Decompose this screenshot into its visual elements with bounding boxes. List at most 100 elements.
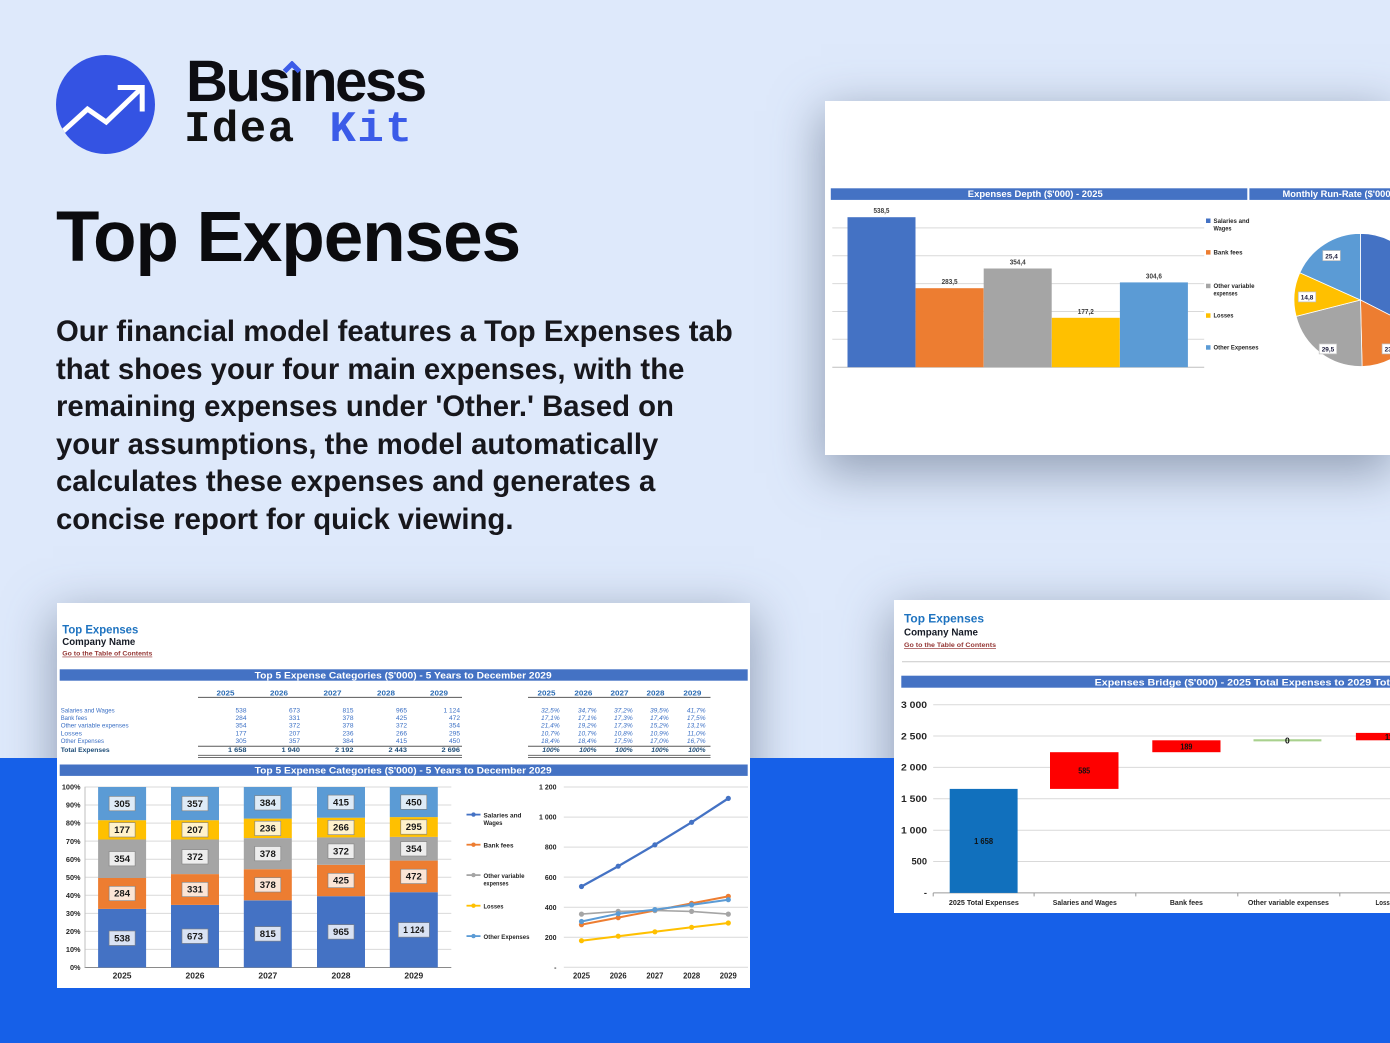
svg-text:0: 0 bbox=[1285, 735, 1290, 745]
svg-text:415: 415 bbox=[396, 738, 407, 745]
svg-text:295: 295 bbox=[449, 730, 460, 737]
svg-text:10,8%: 10,8% bbox=[614, 730, 633, 737]
svg-text:41,7%: 41,7% bbox=[687, 707, 706, 714]
svg-text:-: - bbox=[924, 888, 927, 898]
svg-text:20%: 20% bbox=[66, 927, 81, 936]
svg-text:189: 189 bbox=[1180, 741, 1192, 751]
svg-text:305: 305 bbox=[114, 799, 130, 809]
svg-text:40%: 40% bbox=[66, 891, 81, 900]
svg-text:Company Name: Company Name bbox=[904, 627, 978, 638]
svg-text:472: 472 bbox=[406, 872, 422, 882]
svg-text:673: 673 bbox=[289, 707, 300, 714]
svg-text:-: - bbox=[554, 965, 557, 972]
svg-text:100%: 100% bbox=[542, 747, 559, 754]
svg-text:60%: 60% bbox=[66, 855, 81, 864]
svg-text:284: 284 bbox=[235, 715, 246, 722]
svg-text:2026: 2026 bbox=[270, 689, 288, 698]
svg-text:305: 305 bbox=[235, 738, 246, 745]
svg-text:17,1%: 17,1% bbox=[578, 715, 597, 722]
svg-text:2027: 2027 bbox=[646, 971, 663, 980]
svg-text:Losses: Losses bbox=[484, 903, 504, 910]
svg-text:236: 236 bbox=[260, 824, 276, 834]
svg-text:Other variable expenses: Other variable expenses bbox=[61, 723, 130, 730]
svg-text:283,5: 283,5 bbox=[942, 279, 958, 286]
svg-text:2 192: 2 192 bbox=[335, 747, 354, 754]
svg-text:10,9%: 10,9% bbox=[650, 730, 669, 737]
svg-text:472: 472 bbox=[449, 715, 460, 722]
svg-text:1 124: 1 124 bbox=[443, 707, 460, 714]
svg-text:18,4%: 18,4% bbox=[578, 738, 597, 745]
svg-text:Losses: Losses bbox=[61, 730, 83, 737]
svg-text:2027: 2027 bbox=[324, 689, 342, 698]
svg-text:384: 384 bbox=[260, 798, 276, 808]
svg-text:354: 354 bbox=[114, 854, 130, 864]
svg-text:Company Name: Company Name bbox=[62, 637, 135, 648]
svg-text:Losses: Losses bbox=[1376, 900, 1390, 907]
svg-text:17,3%: 17,3% bbox=[614, 723, 633, 730]
svg-text:Go to the Table of Contents: Go to the Table of Contents bbox=[62, 651, 152, 658]
svg-text:177,2: 177,2 bbox=[1078, 309, 1094, 316]
svg-text:10%: 10% bbox=[66, 945, 81, 954]
svg-text:1 658: 1 658 bbox=[228, 747, 247, 754]
svg-text:177: 177 bbox=[235, 730, 246, 737]
svg-text:100%: 100% bbox=[62, 783, 81, 792]
svg-text:354: 354 bbox=[235, 723, 246, 730]
svg-text:Wages: Wages bbox=[484, 820, 503, 827]
svg-text:236: 236 bbox=[342, 730, 353, 737]
svg-text:2026: 2026 bbox=[186, 971, 205, 980]
svg-text:37,2%: 37,2% bbox=[614, 707, 633, 714]
svg-text:Bank fees: Bank fees bbox=[61, 715, 88, 722]
svg-text:331: 331 bbox=[187, 885, 203, 895]
svg-text:284: 284 bbox=[114, 889, 130, 899]
svg-text:415: 415 bbox=[333, 798, 349, 808]
svg-text:2027: 2027 bbox=[611, 689, 629, 698]
svg-text:2029: 2029 bbox=[720, 971, 738, 980]
svg-text:2 500: 2 500 bbox=[901, 731, 927, 741]
svg-text:538: 538 bbox=[114, 933, 130, 943]
svg-text:354: 354 bbox=[406, 844, 422, 854]
svg-text:2026: 2026 bbox=[574, 689, 592, 698]
svg-text:673: 673 bbox=[187, 931, 203, 941]
svg-text:118: 118 bbox=[1385, 732, 1390, 742]
svg-text:Top 5 Expense Categories ($'00: Top 5 Expense Categories ($'000) - 5 Yea… bbox=[255, 766, 552, 777]
svg-text:Expenses Depth ($'000) - 2025: Expenses Depth ($'000) - 2025 bbox=[968, 189, 1103, 199]
svg-text:Total Expenses: Total Expenses bbox=[61, 747, 110, 754]
svg-text:17,4%: 17,4% bbox=[650, 715, 669, 722]
svg-text:425: 425 bbox=[333, 876, 349, 886]
svg-text:10,7%: 10,7% bbox=[578, 730, 597, 737]
svg-text:Other Expenses: Other Expenses bbox=[61, 738, 105, 745]
svg-text:39,5%: 39,5% bbox=[650, 707, 669, 714]
svg-text:1 200: 1 200 bbox=[539, 785, 557, 792]
svg-text:3 000: 3 000 bbox=[901, 700, 927, 710]
svg-text:266: 266 bbox=[396, 730, 407, 737]
svg-text:Wages: Wages bbox=[1214, 225, 1232, 232]
svg-text:354: 354 bbox=[449, 723, 460, 730]
svg-text:538,5: 538,5 bbox=[874, 208, 890, 215]
svg-text:2025: 2025 bbox=[538, 689, 557, 698]
svg-text:1 500: 1 500 bbox=[901, 794, 927, 804]
svg-text:1 000: 1 000 bbox=[539, 815, 557, 822]
svg-text:2025 Total Expenses: 2025 Total Expenses bbox=[949, 900, 1019, 907]
svg-text:21,4%: 21,4% bbox=[540, 723, 560, 730]
svg-text:357: 357 bbox=[289, 738, 300, 745]
svg-text:538: 538 bbox=[235, 707, 246, 714]
svg-text:2028: 2028 bbox=[377, 689, 395, 698]
svg-text:295: 295 bbox=[406, 822, 422, 832]
svg-text:207: 207 bbox=[187, 825, 203, 835]
svg-text:357: 357 bbox=[187, 799, 203, 809]
svg-text:Expenses Bridge ($'000) - 2025: Expenses Bridge ($'000) - 2025 Total Exp… bbox=[1095, 677, 1390, 688]
svg-text:Top Expenses: Top Expenses bbox=[62, 625, 138, 637]
svg-text:Salaries and: Salaries and bbox=[484, 812, 522, 819]
svg-text:17,5%: 17,5% bbox=[687, 715, 706, 722]
svg-text:304,6: 304,6 bbox=[1146, 273, 1162, 280]
svg-text:expenses: expenses bbox=[484, 881, 509, 888]
svg-text:Bank fees: Bank fees bbox=[1214, 249, 1243, 256]
svg-text:354,4: 354,4 bbox=[1010, 259, 1026, 266]
svg-text:2025: 2025 bbox=[217, 689, 236, 698]
svg-text:Losses: Losses bbox=[1214, 313, 1234, 320]
svg-text:18,4%: 18,4% bbox=[541, 738, 560, 745]
svg-text:2029: 2029 bbox=[430, 689, 448, 698]
svg-text:965: 965 bbox=[396, 707, 407, 714]
svg-text:384: 384 bbox=[342, 738, 353, 745]
svg-text:Monthly Run-Rate ($'000: Monthly Run-Rate ($'000 bbox=[1283, 189, 1390, 199]
